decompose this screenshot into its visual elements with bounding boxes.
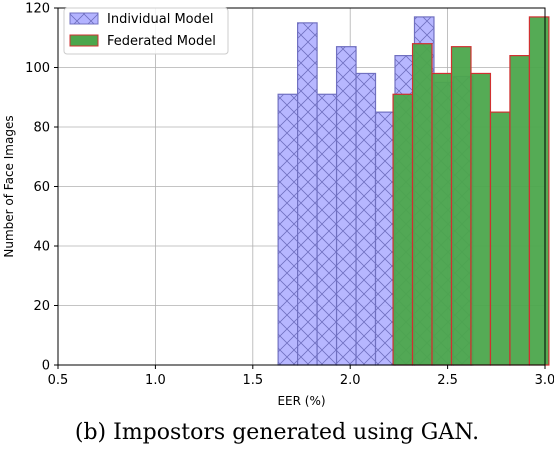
figure-caption: (b) Impostors generated using GAN.: [74, 420, 480, 445]
histogram-chart: 0.5 1.0 1.5 2.0 2.5 3.0 0 20 40 60 80 100 120 EER (…: [2, 2, 554, 409]
legend-swatch-individual-hatch: [69, 12, 99, 25]
y-tick-label: 60: [33, 180, 50, 195]
bar-hatch-individual: [297, 22, 318, 365]
x-tick-label: 2.0: [340, 373, 361, 388]
y-tick-label: 0: [42, 359, 50, 374]
y-axis-label: Number of Face Images: [2, 115, 16, 257]
y-tick-label: 100: [25, 61, 50, 76]
series-federated-model: [392, 16, 550, 366]
bar-federated: [432, 73, 452, 365]
y-tick-label: 40: [33, 240, 50, 255]
legend-label-federated: Federated Model: [107, 34, 216, 49]
x-tick-label: 3.0: [535, 373, 554, 388]
x-tick-label: 1.0: [145, 373, 166, 388]
legend-swatch-federated: [69, 34, 99, 47]
bar-federated: [470, 73, 491, 365]
bar-federated: [529, 16, 549, 366]
bar-hatch-individual: [317, 94, 337, 366]
bar-hatch-individual: [356, 73, 376, 365]
bar-federated: [451, 46, 471, 366]
legend-box: [63, 7, 229, 55]
bar-hatch-individual: [278, 94, 298, 366]
y-axis-ticks: 0 20 40 60 80 100 120: [25, 2, 58, 374]
bar-hatch-individual: [336, 46, 357, 366]
x-axis-label: EER (%): [277, 394, 325, 408]
legend-label-individual: Individual Model: [107, 12, 213, 27]
x-tick-label: 0.5: [48, 373, 69, 388]
bar-hatch-individual: [375, 112, 396, 365]
bar-federated: [490, 112, 510, 365]
y-tick-label: 120: [25, 2, 50, 17]
bar-federated: [412, 43, 433, 365]
x-tick-label: 2.5: [437, 373, 458, 388]
y-tick-label: 80: [33, 121, 50, 136]
legend: Individual Model Federated Model: [63, 7, 229, 55]
bar-federated: [509, 55, 530, 365]
y-tick-label: 20: [33, 299, 50, 314]
bar-federated: [393, 94, 413, 366]
x-tick-label: 1.5: [242, 373, 263, 388]
x-axis-ticks: 0.5 1.0 1.5 2.0 2.5 3.0: [48, 365, 554, 388]
